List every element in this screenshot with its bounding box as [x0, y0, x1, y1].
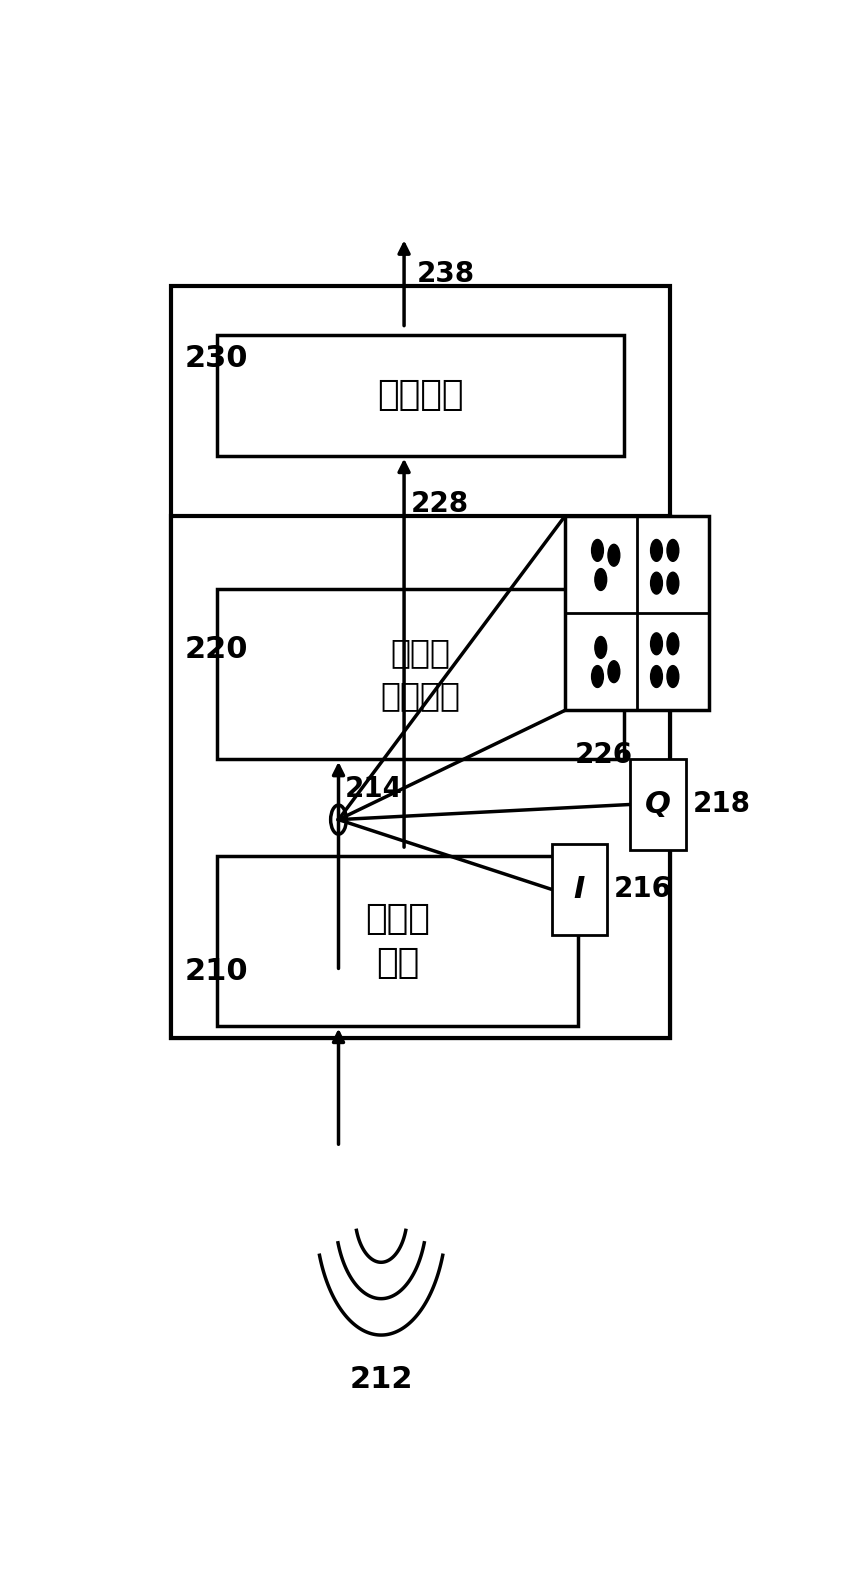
Text: 210: 210 — [184, 956, 248, 986]
Text: 226: 226 — [575, 740, 633, 769]
Text: 216: 216 — [614, 876, 672, 904]
Text: 228: 228 — [410, 490, 469, 518]
Bar — [217, 334, 624, 455]
Circle shape — [608, 662, 620, 682]
Circle shape — [667, 572, 678, 594]
Bar — [217, 589, 624, 759]
Circle shape — [595, 636, 607, 658]
Text: 238: 238 — [417, 260, 475, 288]
Bar — [217, 857, 578, 1025]
Circle shape — [667, 540, 678, 561]
Circle shape — [651, 572, 662, 594]
Text: 输出接口: 输出接口 — [377, 378, 464, 413]
Text: 接收器
模块: 接收器 模块 — [365, 901, 430, 980]
Text: I: I — [574, 874, 585, 904]
Bar — [630, 759, 686, 850]
Bar — [171, 287, 670, 1038]
Circle shape — [667, 666, 678, 687]
Circle shape — [591, 540, 603, 561]
Circle shape — [667, 633, 678, 655]
Bar — [564, 517, 709, 710]
Text: Q: Q — [645, 791, 671, 819]
Text: 212: 212 — [349, 1366, 413, 1394]
Text: 220: 220 — [184, 635, 248, 665]
Text: 接收器
映射模块: 接收器 映射模块 — [381, 636, 460, 712]
Text: 218: 218 — [693, 791, 750, 819]
Bar — [171, 517, 670, 1038]
Bar — [552, 844, 607, 936]
Circle shape — [651, 540, 662, 561]
Circle shape — [591, 666, 603, 687]
Circle shape — [651, 633, 662, 655]
Circle shape — [651, 666, 662, 687]
Circle shape — [595, 569, 607, 591]
Text: 230: 230 — [184, 345, 248, 373]
Circle shape — [608, 545, 620, 565]
Text: 214: 214 — [345, 775, 403, 803]
